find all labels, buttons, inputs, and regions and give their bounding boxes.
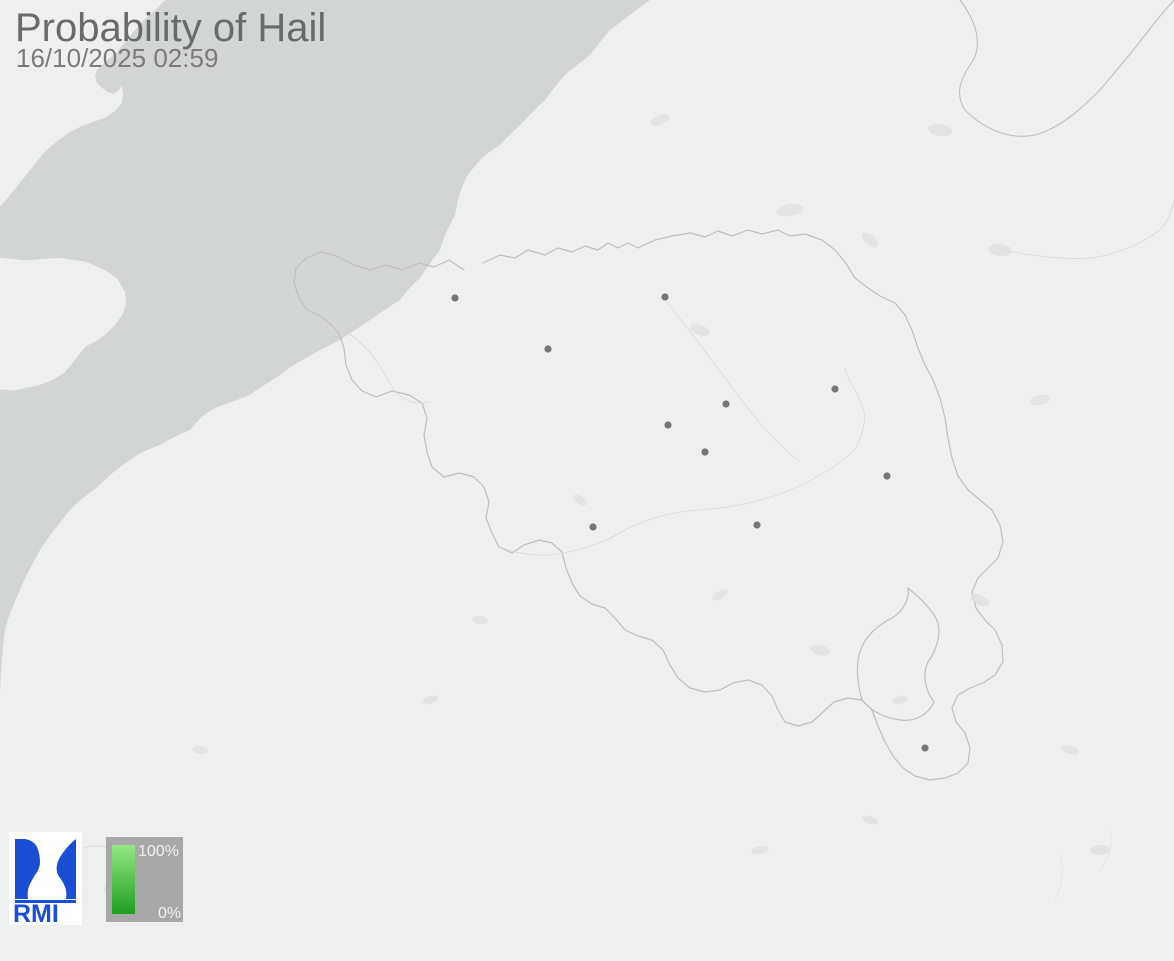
svg-text:RMI: RMI xyxy=(13,900,59,925)
